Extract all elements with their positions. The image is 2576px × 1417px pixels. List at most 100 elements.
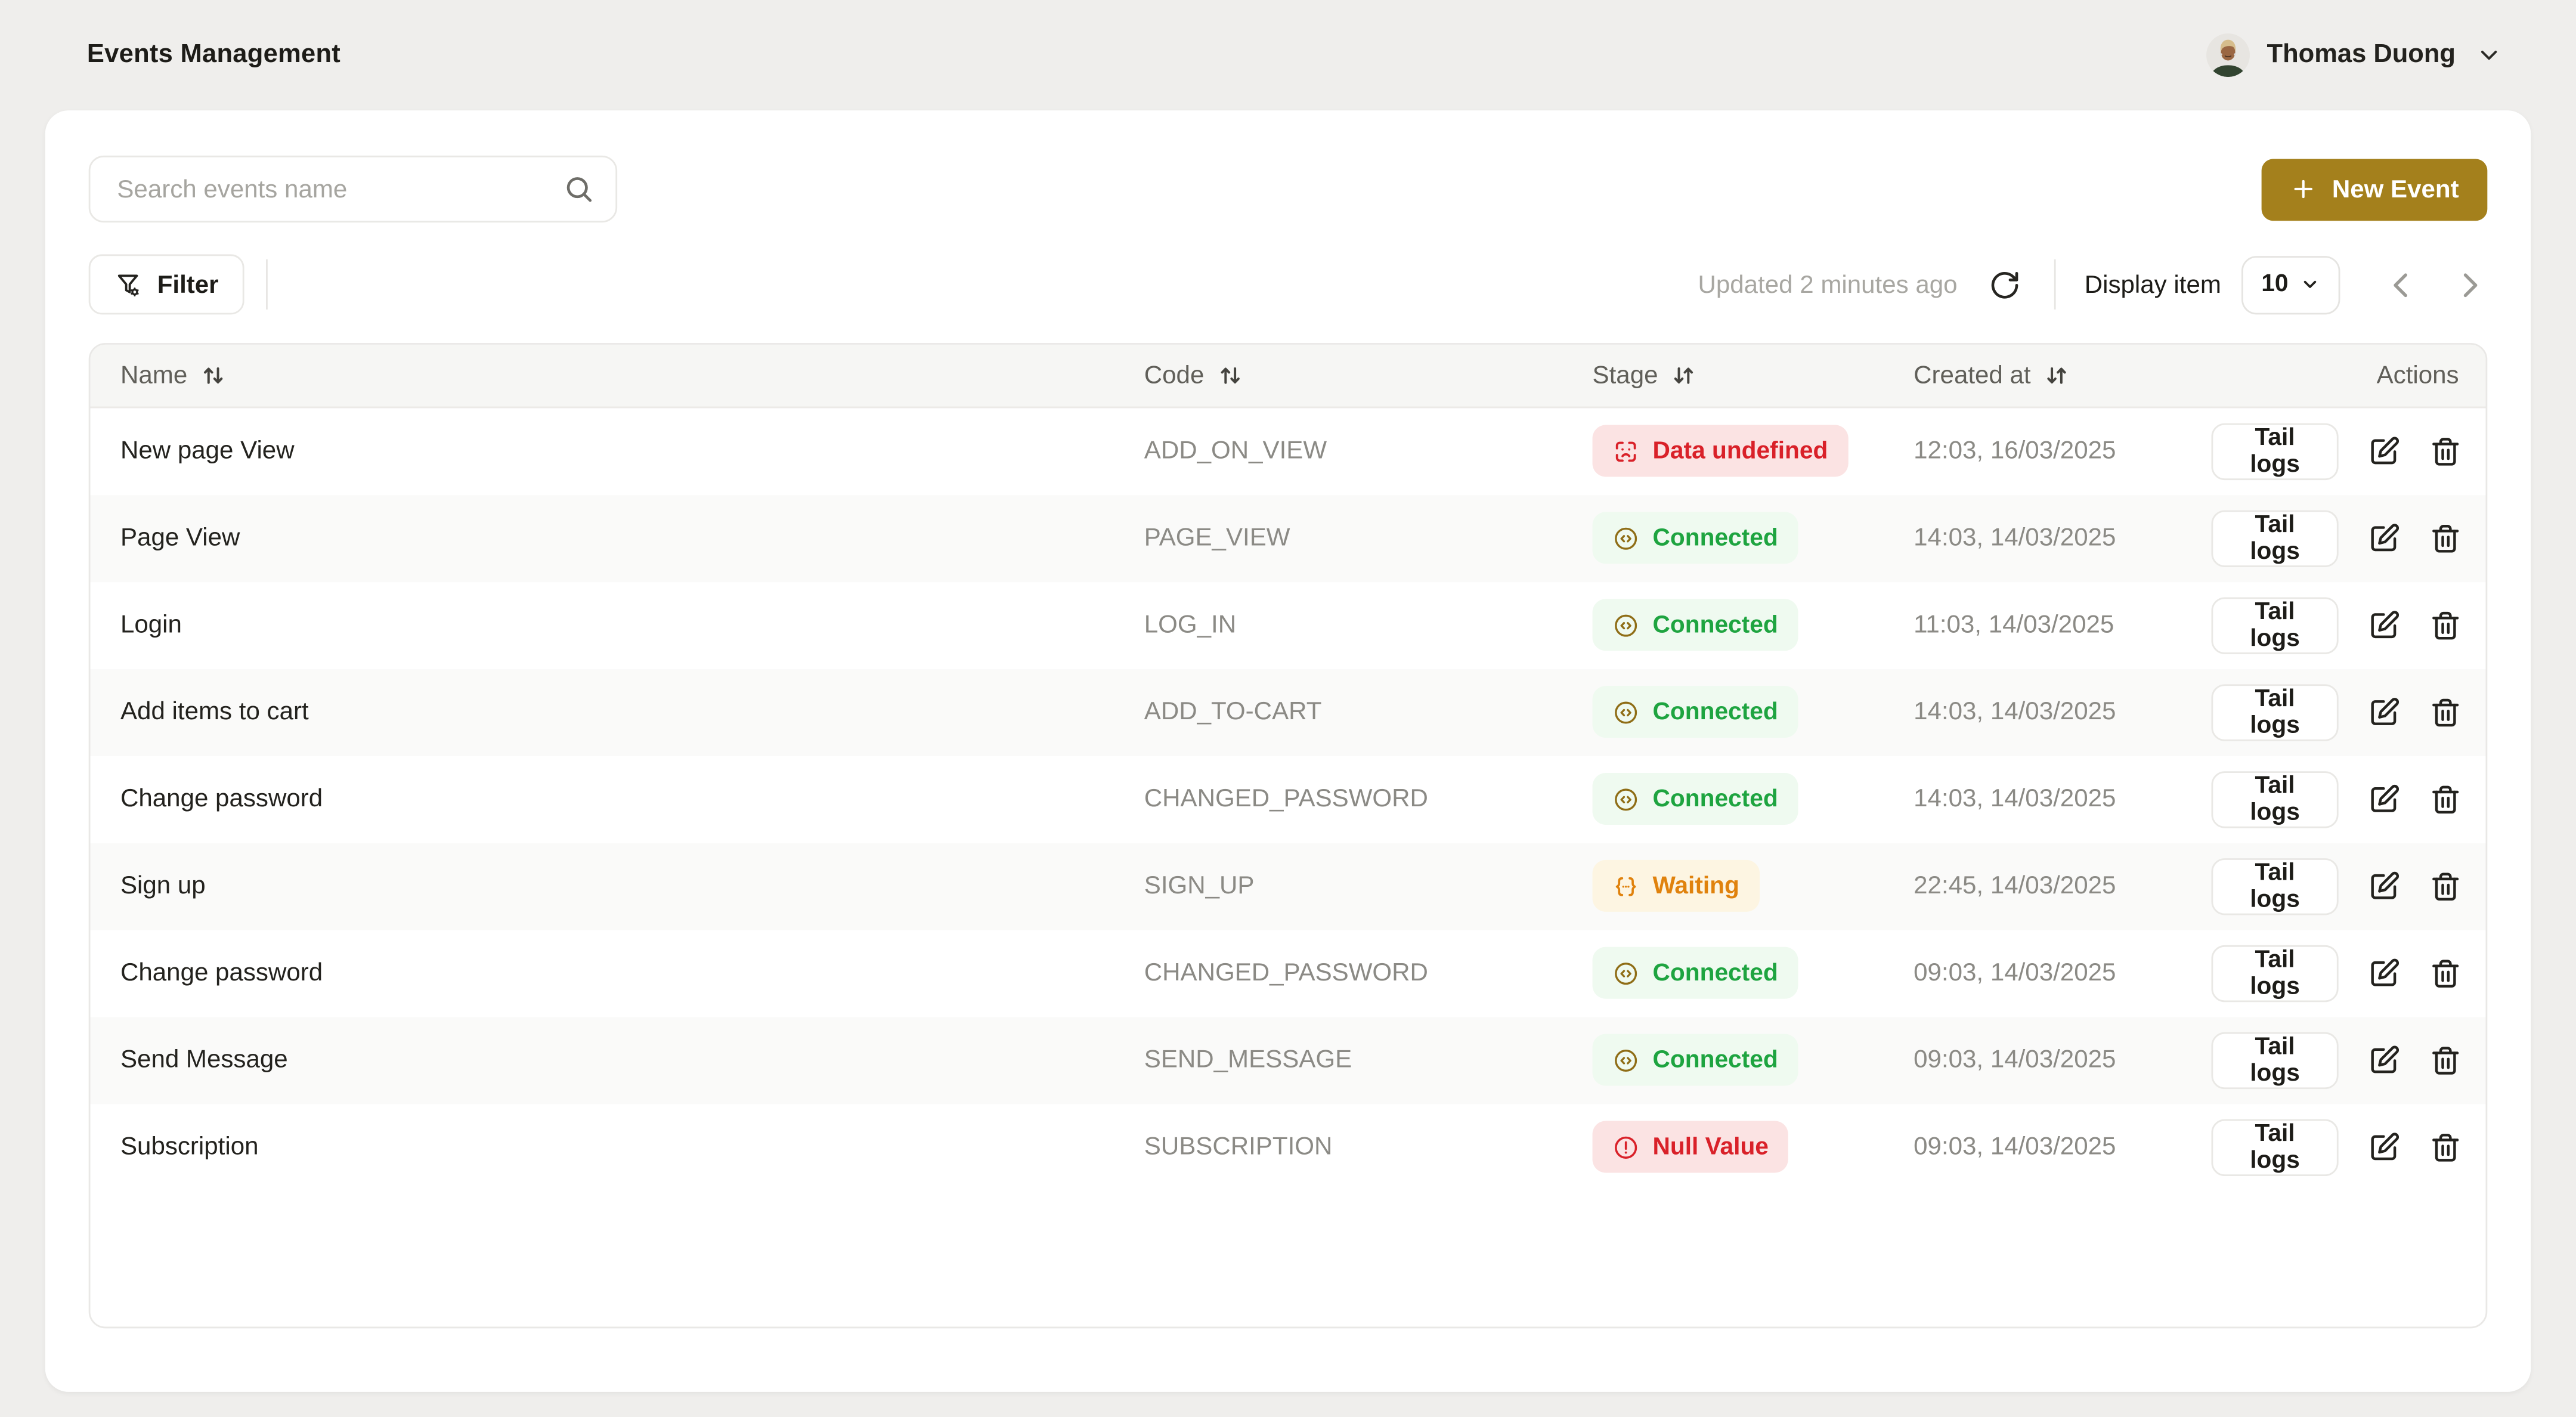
edit-button[interactable] bbox=[2367, 435, 2400, 468]
edit-button[interactable] bbox=[2367, 1043, 2400, 1076]
event-name: Send Message bbox=[120, 1045, 288, 1074]
tail-logs-button[interactable]: Tail logs bbox=[2211, 1118, 2339, 1175]
refresh-icon bbox=[1992, 271, 2018, 298]
divider bbox=[2054, 259, 2057, 310]
page-size-select[interactable]: 10 bbox=[2241, 255, 2340, 314]
tail-logs-button[interactable]: Tail logs bbox=[2211, 770, 2339, 828]
delete-button[interactable] bbox=[2429, 435, 2462, 468]
tail-logs-button[interactable]: Tail logs bbox=[2211, 1031, 2339, 1088]
sort-up-down-icon bbox=[1218, 363, 1243, 388]
column-header-created-at[interactable]: Created at bbox=[1914, 344, 2212, 409]
edit-button[interactable] bbox=[2367, 695, 2400, 729]
event-name: Sign up bbox=[120, 871, 206, 901]
status-label: Null Value bbox=[1652, 1133, 1769, 1161]
edit-button[interactable] bbox=[2367, 782, 2400, 815]
column-label: Code bbox=[1144, 361, 1205, 390]
event-name: Page View bbox=[120, 524, 240, 552]
event-code: SIGN_UP bbox=[1144, 871, 1255, 901]
column-label: Actions bbox=[2376, 361, 2459, 390]
status-label: Connected bbox=[1652, 524, 1778, 552]
edit-icon bbox=[2371, 436, 2399, 464]
tail-logs-button[interactable]: Tail logs bbox=[2211, 596, 2339, 654]
scan-face-frown-icon bbox=[1612, 438, 1639, 465]
search-input[interactable] bbox=[88, 155, 618, 223]
filter-row: Filter Updated 2 minutes ago Display ite… bbox=[88, 251, 2488, 318]
status-badge: Connected bbox=[1592, 599, 1798, 651]
page-title: Events Management bbox=[86, 40, 341, 69]
edit-icon bbox=[2371, 784, 2399, 812]
event-code: ADD_ON_VIEW bbox=[1144, 437, 1327, 466]
user-name: Thomas Duong bbox=[2267, 40, 2456, 69]
delete-button[interactable] bbox=[2429, 1130, 2462, 1164]
alert-circle-icon bbox=[1612, 1134, 1639, 1161]
refresh-button[interactable] bbox=[1986, 264, 2026, 304]
event-code: LOG_IN bbox=[1144, 610, 1237, 639]
filter-button[interactable]: Filter bbox=[88, 254, 244, 315]
delete-button[interactable] bbox=[2429, 869, 2462, 902]
new-event-label: New Event bbox=[2332, 175, 2459, 203]
actions-cell: Tail logs bbox=[2211, 1103, 2485, 1190]
status-label: Waiting bbox=[1652, 872, 1739, 899]
sort-down-up-icon bbox=[2044, 363, 2069, 388]
column-header-stage[interactable]: Stage bbox=[1592, 344, 1914, 409]
tail-logs-button[interactable]: Tail logs bbox=[2211, 423, 2339, 480]
search-row: New Event bbox=[88, 155, 2488, 223]
event-created-at: 12:03, 16/03/2025 bbox=[1914, 437, 2116, 466]
delete-button[interactable] bbox=[2429, 782, 2462, 815]
chevron-right-icon bbox=[2463, 273, 2478, 296]
status-label: Connected bbox=[1652, 785, 1778, 812]
events-card: New Event Filter Updated 2 minutes ago bbox=[45, 110, 2531, 1392]
chevron-left-icon bbox=[2394, 273, 2407, 296]
code-circle-icon bbox=[1612, 524, 1639, 551]
next-page-button[interactable] bbox=[2452, 267, 2487, 302]
delete-button[interactable] bbox=[2429, 1043, 2462, 1076]
column-header-code[interactable]: Code bbox=[1144, 344, 1593, 409]
edit-button[interactable] bbox=[2367, 608, 2400, 642]
tail-logs-button[interactable]: Tail logs bbox=[2211, 509, 2339, 567]
filter-label: Filter bbox=[157, 270, 219, 299]
delete-button[interactable] bbox=[2429, 956, 2462, 989]
table-row: Add items to cart ADD_TO-CART Connected 14:… bbox=[90, 668, 2486, 756]
previous-page-button[interactable] bbox=[2383, 267, 2419, 302]
user-menu[interactable]: Thomas Duong bbox=[2206, 33, 2503, 78]
status-label: Connected bbox=[1652, 698, 1778, 726]
edit-icon bbox=[2371, 522, 2399, 550]
edit-icon bbox=[2371, 610, 2399, 638]
event-stage-cell: Waiting bbox=[1592, 842, 1914, 929]
column-header-name[interactable]: Name bbox=[90, 344, 1144, 409]
actions-cell: Tail logs bbox=[2211, 842, 2485, 929]
actions-cell: Tail logs bbox=[2211, 756, 2485, 843]
edit-icon bbox=[2371, 958, 2399, 986]
status-badge: Waiting bbox=[1592, 859, 1760, 912]
status-badge: Null Value bbox=[1592, 1121, 1789, 1173]
status-badge: Connected bbox=[1592, 772, 1798, 825]
event-created-at: 09:03, 14/03/2025 bbox=[1914, 958, 2116, 988]
delete-button[interactable] bbox=[2429, 608, 2462, 642]
event-stage-cell: Null Value bbox=[1592, 1103, 1914, 1190]
search-icon[interactable] bbox=[562, 172, 596, 206]
table-row: Subscription SUBSCRIPTION Null Value 09:03,… bbox=[90, 1103, 2485, 1190]
filter-settings-icon bbox=[117, 274, 139, 296]
tail-logs-button[interactable]: Tail logs bbox=[2211, 944, 2339, 1001]
delete-button[interactable] bbox=[2429, 521, 2462, 555]
code-circle-icon bbox=[1612, 698, 1639, 725]
trash-icon bbox=[2432, 437, 2459, 465]
edit-icon bbox=[2371, 871, 2399, 899]
edit-button[interactable] bbox=[2367, 521, 2400, 555]
new-event-button[interactable]: New Event bbox=[2262, 158, 2488, 220]
event-name: New page View bbox=[120, 437, 295, 466]
delete-button[interactable] bbox=[2429, 695, 2462, 729]
tail-logs-button[interactable]: Tail logs bbox=[2211, 857, 2339, 915]
status-label: Connected bbox=[1652, 1046, 1778, 1073]
event-created-at: 14:03, 14/03/2025 bbox=[1914, 697, 2116, 726]
edit-button[interactable] bbox=[2367, 869, 2400, 902]
edit-icon bbox=[2371, 1045, 2399, 1073]
event-stage-cell: Connected bbox=[1592, 669, 1914, 756]
edit-button[interactable] bbox=[2367, 1130, 2400, 1164]
sort-up-down-icon bbox=[201, 363, 226, 388]
tail-logs-button[interactable]: Tail logs bbox=[2211, 683, 2339, 741]
edit-icon bbox=[2371, 697, 2399, 725]
actions-cell: Tail logs bbox=[2211, 1016, 2485, 1103]
edit-button[interactable] bbox=[2367, 956, 2400, 989]
